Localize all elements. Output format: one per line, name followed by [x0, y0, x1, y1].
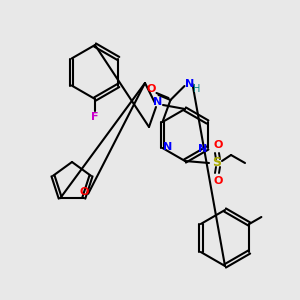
Text: O: O [213, 176, 223, 186]
Text: N: N [198, 144, 207, 154]
Text: F: F [91, 112, 99, 122]
Text: N: N [163, 142, 172, 152]
Text: N: N [185, 79, 194, 89]
Text: O: O [147, 84, 156, 94]
Text: N: N [153, 97, 163, 107]
Text: O: O [213, 140, 223, 150]
Text: H: H [193, 84, 200, 94]
Text: S: S [212, 157, 221, 169]
Text: O: O [80, 187, 89, 197]
